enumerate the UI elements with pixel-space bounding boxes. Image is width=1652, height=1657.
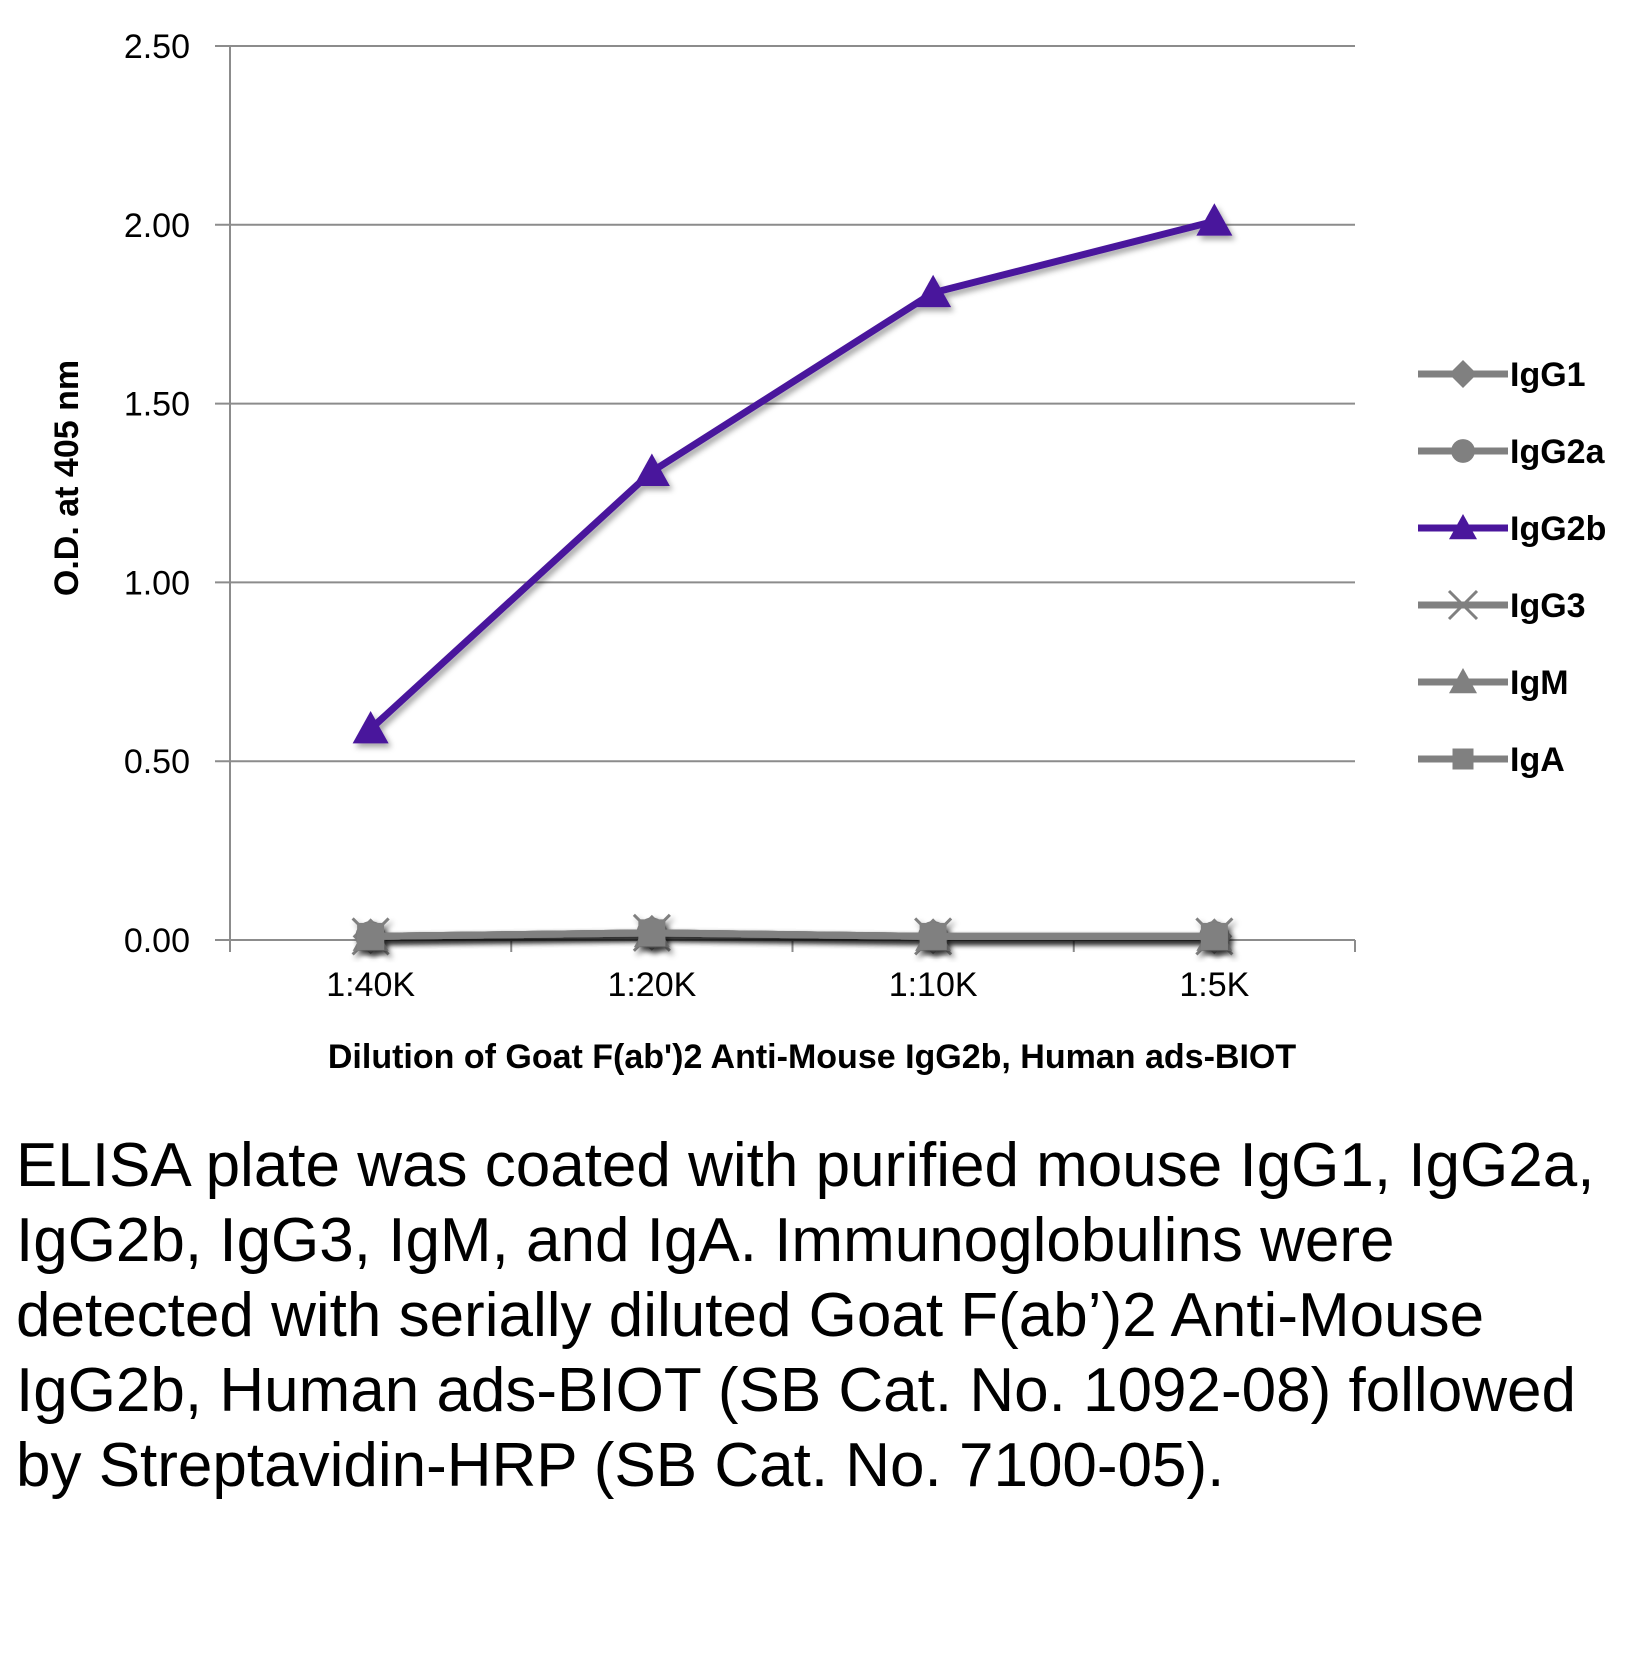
square-marker — [638, 919, 666, 947]
triangle-marker — [915, 274, 952, 308]
circle-marker — [1451, 439, 1475, 463]
x-tick-label: 1:40K — [326, 966, 415, 1004]
square-marker — [357, 922, 385, 950]
legend-label: IgM — [1510, 664, 1569, 702]
triangle-marker — [1449, 514, 1477, 540]
figure-caption: ELISA plate was coated with purified mou… — [16, 1131, 1595, 1500]
y-tick-label: 0.00 — [124, 922, 190, 960]
legend: IgG1 IgG2a IgG2b IgG3 IgM IgA — [1418, 356, 1606, 779]
series-igg2b — [352, 203, 1233, 744]
legend-label: IgA — [1510, 741, 1565, 779]
square-marker — [919, 922, 947, 950]
series-line — [370, 929, 1215, 940]
triangle-marker — [1196, 203, 1233, 236]
axes — [229, 46, 1356, 952]
series-iga — [357, 919, 1228, 950]
triangle-marker — [633, 453, 670, 486]
legend-label: IgG2a — [1510, 433, 1606, 471]
y-tick-label: 1.00 — [124, 564, 190, 602]
gridlines — [215, 45, 1355, 941]
data-series — [351, 203, 1234, 956]
x-tick-label: 1:10K — [889, 966, 978, 1004]
x-axis-title: Dilution of Goat F(ab')2 Anti-Mouse IgG2… — [328, 1038, 1296, 1076]
series-line — [368, 217, 1216, 732]
y-tick-label: 0.50 — [124, 743, 190, 781]
square-marker — [1200, 922, 1228, 950]
x-tick-label: 1:5K — [1179, 966, 1249, 1004]
legend-item-igm: IgM — [1418, 664, 1569, 702]
x-marker — [1447, 589, 1479, 621]
triangle-marker — [1449, 668, 1477, 694]
diamond-marker — [1449, 360, 1477, 388]
square-marker — [1452, 748, 1474, 770]
y-tick-label: 2.50 — [124, 28, 190, 66]
y-axis-title: O.D. at 405 nm — [48, 360, 86, 596]
triangle-marker — [352, 711, 389, 744]
y-tick-label: 1.50 — [124, 386, 190, 424]
y-tick-labels: 0.00 0.50 1.00 1.50 2.00 2.50 — [124, 28, 190, 960]
legend-item-igg2b: IgG2b — [1418, 510, 1606, 548]
legend-label: IgG3 — [1510, 587, 1586, 625]
legend-item-igg2a: IgG2a — [1418, 433, 1606, 471]
x-tick-label: 1:20K — [607, 966, 696, 1004]
legend-item-igg3: IgG3 — [1418, 587, 1586, 625]
legend-label: IgG2b — [1510, 510, 1606, 548]
y-tick-label: 2.00 — [124, 207, 190, 245]
x-tick-labels: 1:40K 1:20K 1:10K 1:5K — [326, 966, 1249, 1004]
elisa-line-chart: 0.00 0.50 1.00 1.50 2.00 2.50 1:40K 1:20K 1:10K… — [48, 28, 1606, 1076]
legend-item-iga: IgA — [1418, 741, 1565, 779]
legend-item-igg1: IgG1 — [1418, 356, 1586, 394]
legend-label: IgG1 — [1510, 356, 1586, 394]
